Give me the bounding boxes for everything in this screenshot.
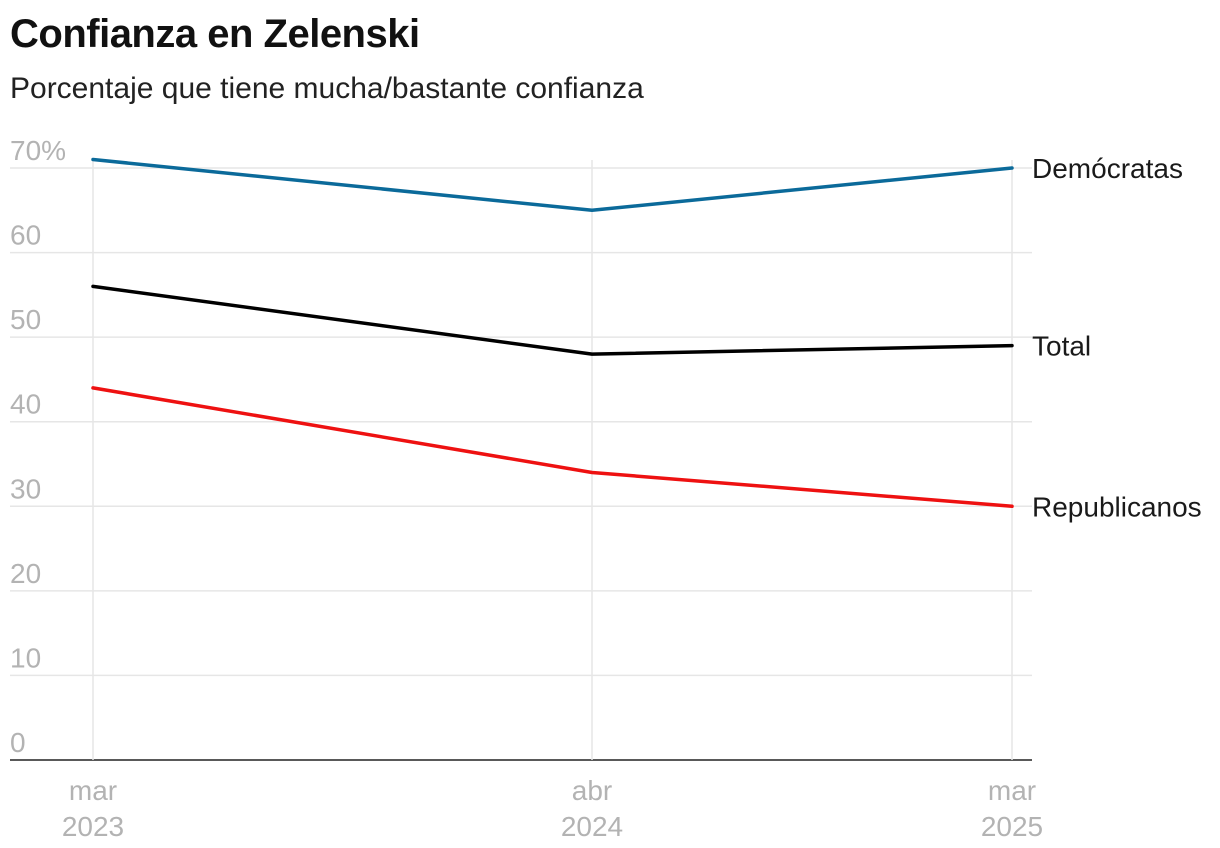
x-tick-year: 2024 [561, 811, 623, 842]
y-tick-label: 50 [10, 304, 41, 335]
y-tick-label: 60 [10, 220, 41, 251]
chart-title: Confianza en Zelenski [10, 12, 420, 56]
y-tick-label: 40 [10, 389, 41, 420]
y-tick-label: 0 [10, 727, 26, 758]
series-lines [91, 157, 1014, 509]
series-line [91, 284, 1014, 356]
x-tick-month: mar [69, 775, 117, 806]
x-tick-month: mar [988, 775, 1036, 806]
x-tick-year: 2025 [981, 811, 1043, 842]
x-tick-month: abr [572, 775, 612, 806]
x-axis-ticks: mar 2023 abr 2024 mar 2025 [62, 775, 1043, 842]
y-tick-label: 30 [10, 473, 41, 504]
y-tick-label: 10 [10, 642, 41, 673]
y-axis-ticks: 0 10 20 30 40 50 60 70% [10, 135, 66, 758]
y-tick-label: 20 [10, 558, 41, 589]
chart-subtitle: Porcentaje que tiene mucha/bastante conf… [10, 72, 644, 105]
series-label: Total [1032, 331, 1091, 362]
y-tick-label: 70% [10, 135, 66, 166]
series-label: Demócratas [1032, 153, 1183, 184]
series-label: Republicanos [1032, 491, 1202, 522]
series-line [91, 157, 1014, 213]
series-line [91, 386, 1014, 509]
x-tick-year: 2023 [62, 811, 124, 842]
series-labels: Demócratas Total Republicanos [1032, 153, 1202, 522]
